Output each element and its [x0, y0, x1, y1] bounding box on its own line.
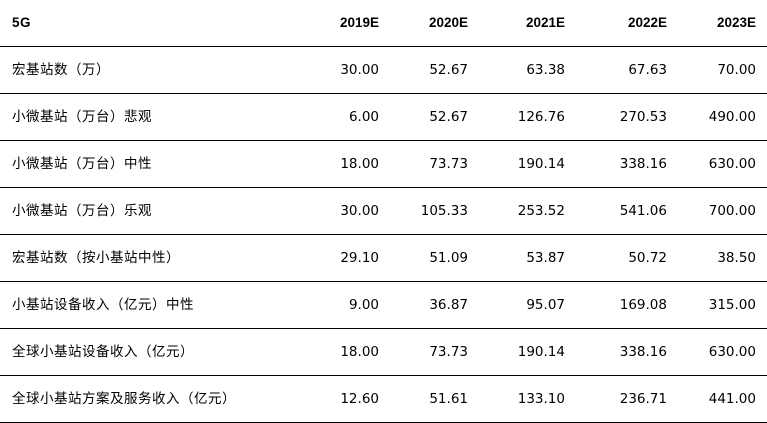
- table-row: 小微基站（万台）悲观 6.00 52.67 126.76 270.53 490.…: [0, 94, 767, 141]
- cell-2023: 490.00: [708, 109, 756, 125]
- cell-2020: 52.67: [429, 62, 468, 78]
- cell-2021: 190.14: [517, 344, 565, 360]
- header-year-2022: 2022E: [627, 15, 667, 30]
- cell-2021: 53.87: [526, 250, 565, 266]
- header-year-2020: 2020E: [428, 15, 468, 30]
- table-row: 全球小基站方案及服务收入（亿元） 12.60 51.61 133.10 236.…: [0, 376, 767, 423]
- cell-2021: 133.10: [517, 391, 565, 407]
- cell-2023: 630.00: [708, 156, 756, 172]
- header-label: 5G: [12, 15, 32, 30]
- row-label: 宏基站数（按小基站中性）: [12, 250, 180, 266]
- cell-2020: 51.61: [429, 391, 468, 407]
- table-row: 全球小基站设备收入（亿元） 18.00 73.73 190.14 338.16 …: [0, 329, 767, 376]
- cell-2021: 63.38: [526, 62, 565, 78]
- cell-2023: 700.00: [708, 203, 756, 219]
- row-label: 小微基站（万台）乐观: [12, 203, 152, 219]
- cell-2022: 50.72: [628, 250, 667, 266]
- cell-2023: 441.00: [708, 391, 756, 407]
- row-label: 全球小基站方案及服务收入（亿元）: [12, 391, 236, 407]
- cell-2019: 9.00: [348, 297, 379, 313]
- cell-2022: 169.08: [619, 297, 667, 313]
- cell-2022: 338.16: [619, 156, 667, 172]
- cell-2023: 38.50: [717, 250, 756, 266]
- table-row: 宏基站数（按小基站中性） 29.10 51.09 53.87 50.72 38.…: [0, 235, 767, 282]
- cell-2021: 253.52: [517, 203, 565, 219]
- table-row: 小微基站（万台）中性 18.00 73.73 190.14 338.16 630…: [0, 141, 767, 188]
- cell-2022: 236.71: [619, 391, 667, 407]
- cell-2022: 541.06: [619, 203, 667, 219]
- cell-2021: 126.76: [517, 109, 565, 125]
- table-header-row: 5G 2019E 2020E 2021E 2022E 2023E: [0, 0, 767, 47]
- cell-2019: 6.00: [348, 109, 379, 125]
- table-row: 小微基站（万台）乐观 30.00 105.33 253.52 541.06 70…: [0, 188, 767, 235]
- header-year-2023: 2023E: [716, 15, 756, 30]
- row-label: 宏基站数（万）: [12, 62, 110, 78]
- cell-2019: 29.10: [340, 250, 379, 266]
- row-label: 小微基站（万台）悲观: [12, 109, 152, 125]
- cell-2020: 73.73: [429, 344, 468, 360]
- cell-2019: 12.60: [340, 391, 379, 407]
- table-row: 小基站设备收入（亿元）中性 9.00 36.87 95.07 169.08 31…: [0, 282, 767, 329]
- cell-2019: 30.00: [340, 62, 379, 78]
- cell-2020: 36.87: [429, 297, 468, 313]
- cell-2019: 30.00: [340, 203, 379, 219]
- cell-2023: 315.00: [708, 297, 756, 313]
- header-year-2019: 2019E: [339, 15, 379, 30]
- header-year-2021: 2021E: [525, 15, 565, 30]
- row-label: 小微基站（万台）中性: [12, 156, 152, 172]
- row-label: 小基站设备收入（亿元）中性: [12, 297, 194, 313]
- cell-2019: 18.00: [340, 344, 379, 360]
- cell-2020: 52.67: [429, 109, 468, 125]
- cell-2020: 105.33: [420, 203, 468, 219]
- table-row: 宏基站数（万） 30.00 52.67 63.38 67.63 70.00: [0, 47, 767, 94]
- cell-2019: 18.00: [340, 156, 379, 172]
- cell-2020: 73.73: [429, 156, 468, 172]
- cell-2023: 70.00: [717, 62, 756, 78]
- cell-2022: 67.63: [628, 62, 667, 78]
- cell-2022: 270.53: [619, 109, 667, 125]
- row-label: 全球小基站设备收入（亿元）: [12, 344, 194, 360]
- cell-2022: 338.16: [619, 344, 667, 360]
- cell-2020: 51.09: [429, 250, 468, 266]
- cell-2021: 95.07: [526, 297, 565, 313]
- cell-2021: 190.14: [517, 156, 565, 172]
- cell-2023: 630.00: [708, 344, 756, 360]
